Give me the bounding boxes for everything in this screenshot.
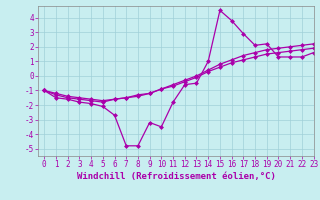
X-axis label: Windchill (Refroidissement éolien,°C): Windchill (Refroidissement éolien,°C) xyxy=(76,172,276,181)
